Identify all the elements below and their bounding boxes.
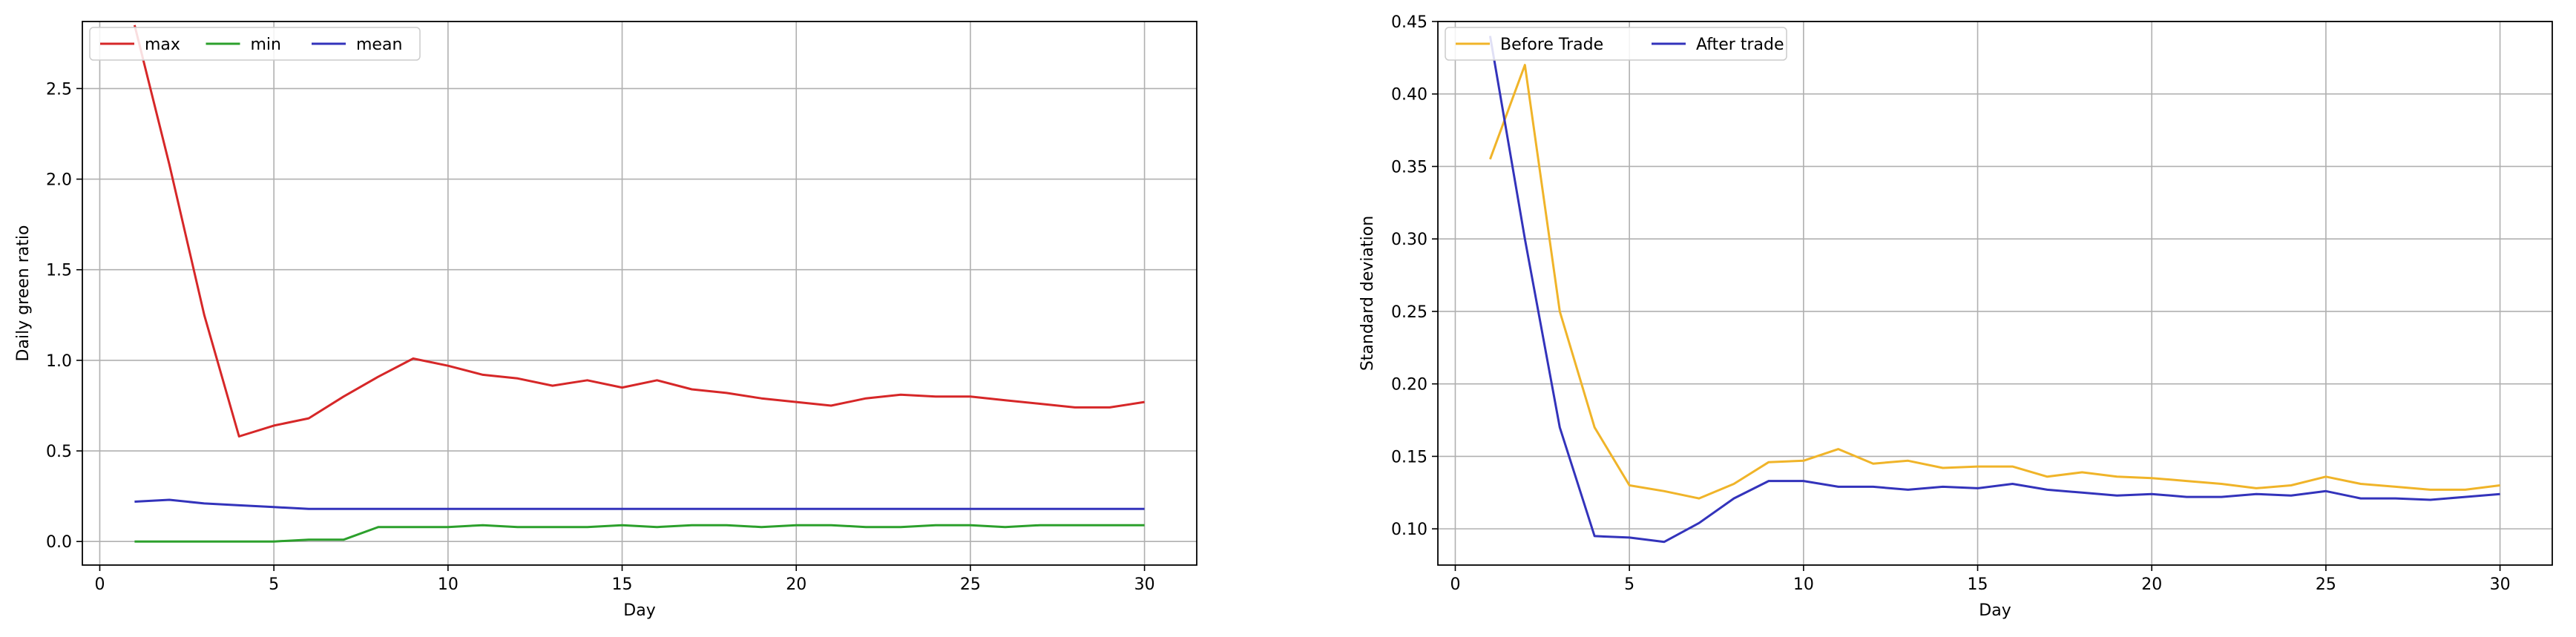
x-tick-label: 10 xyxy=(1793,575,1814,594)
legend-label: min xyxy=(251,36,282,54)
x-tick-label: 30 xyxy=(2490,575,2511,594)
axes-frame xyxy=(82,21,1197,566)
x-tick-label: 0 xyxy=(94,575,105,594)
series-line-after-trade xyxy=(1488,36,2500,544)
x-tick-label: 20 xyxy=(786,575,806,594)
legend-label: mean xyxy=(356,36,402,54)
series-line-min xyxy=(134,524,1145,543)
x-tick-label: 25 xyxy=(2316,575,2336,594)
grid xyxy=(82,22,1197,565)
y-tick-label: 1.5 xyxy=(46,262,72,280)
series-line-mean xyxy=(134,498,1145,510)
y-tick-label: 2.0 xyxy=(46,171,72,190)
green-ratio-chart: 0 5 10 15 20 25 30 0.0 0.5 1.0 1.5 2.0 2.5 Day Daily g… xyxy=(14,21,1197,620)
y-axis-label: Standard deviation xyxy=(1358,216,1377,371)
x-tick-label: 5 xyxy=(1624,575,1634,594)
x-tick-label: 10 xyxy=(438,575,459,594)
y-tick-label: 0.15 xyxy=(1391,448,1427,466)
legend: Before Trade After trade xyxy=(1445,27,1787,61)
legend: max min mean xyxy=(89,27,421,61)
standard-deviation-chart: 0 5 10 15 20 25 30 0.10 0.15 0.20 0.25 0.30 0.35 0.40… xyxy=(1358,13,2553,620)
legend-box xyxy=(89,27,421,61)
legend-label: After trade xyxy=(1696,36,1784,54)
y-tick-label: 0.40 xyxy=(1391,86,1427,105)
legend-label: max xyxy=(145,36,180,54)
y-axis-label: Daily green ratio xyxy=(14,225,33,362)
y-tick-label: 0.35 xyxy=(1391,158,1427,176)
y-tick-label: 1.0 xyxy=(46,352,72,371)
y-tick-label: 0.25 xyxy=(1391,303,1427,322)
x-axis-label: Day xyxy=(1979,601,2011,620)
x-tick-label: 15 xyxy=(612,575,633,594)
x-tick-label: 20 xyxy=(2141,575,2162,594)
y-tick-label: 0.10 xyxy=(1391,521,1427,539)
y-tick-label: 0.45 xyxy=(1391,13,1427,32)
plot-area xyxy=(1438,22,2552,565)
x-tick-label: 30 xyxy=(1134,575,1155,594)
y-tick-label: 2.5 xyxy=(46,80,72,99)
y-tick-label: 0.30 xyxy=(1391,231,1427,249)
x-tick-label: 5 xyxy=(269,575,279,594)
legend-box xyxy=(1445,27,1787,61)
x-tick-label: 0 xyxy=(1450,575,1460,594)
axes-frame xyxy=(1437,21,2553,566)
x-tick-label: 15 xyxy=(1968,575,1988,594)
x-axis-label: Day xyxy=(623,601,655,620)
x-tick-label: 25 xyxy=(960,575,981,594)
y-tick-label: 0.5 xyxy=(46,443,72,461)
series-line-max xyxy=(133,24,1145,438)
legend-label: Before Trade xyxy=(1500,36,1603,54)
y-tick-label: 0.20 xyxy=(1391,376,1427,395)
y-tick-label: 0.0 xyxy=(46,533,72,552)
plot-area xyxy=(82,22,1197,565)
series-line-before-trade xyxy=(1488,64,2500,500)
